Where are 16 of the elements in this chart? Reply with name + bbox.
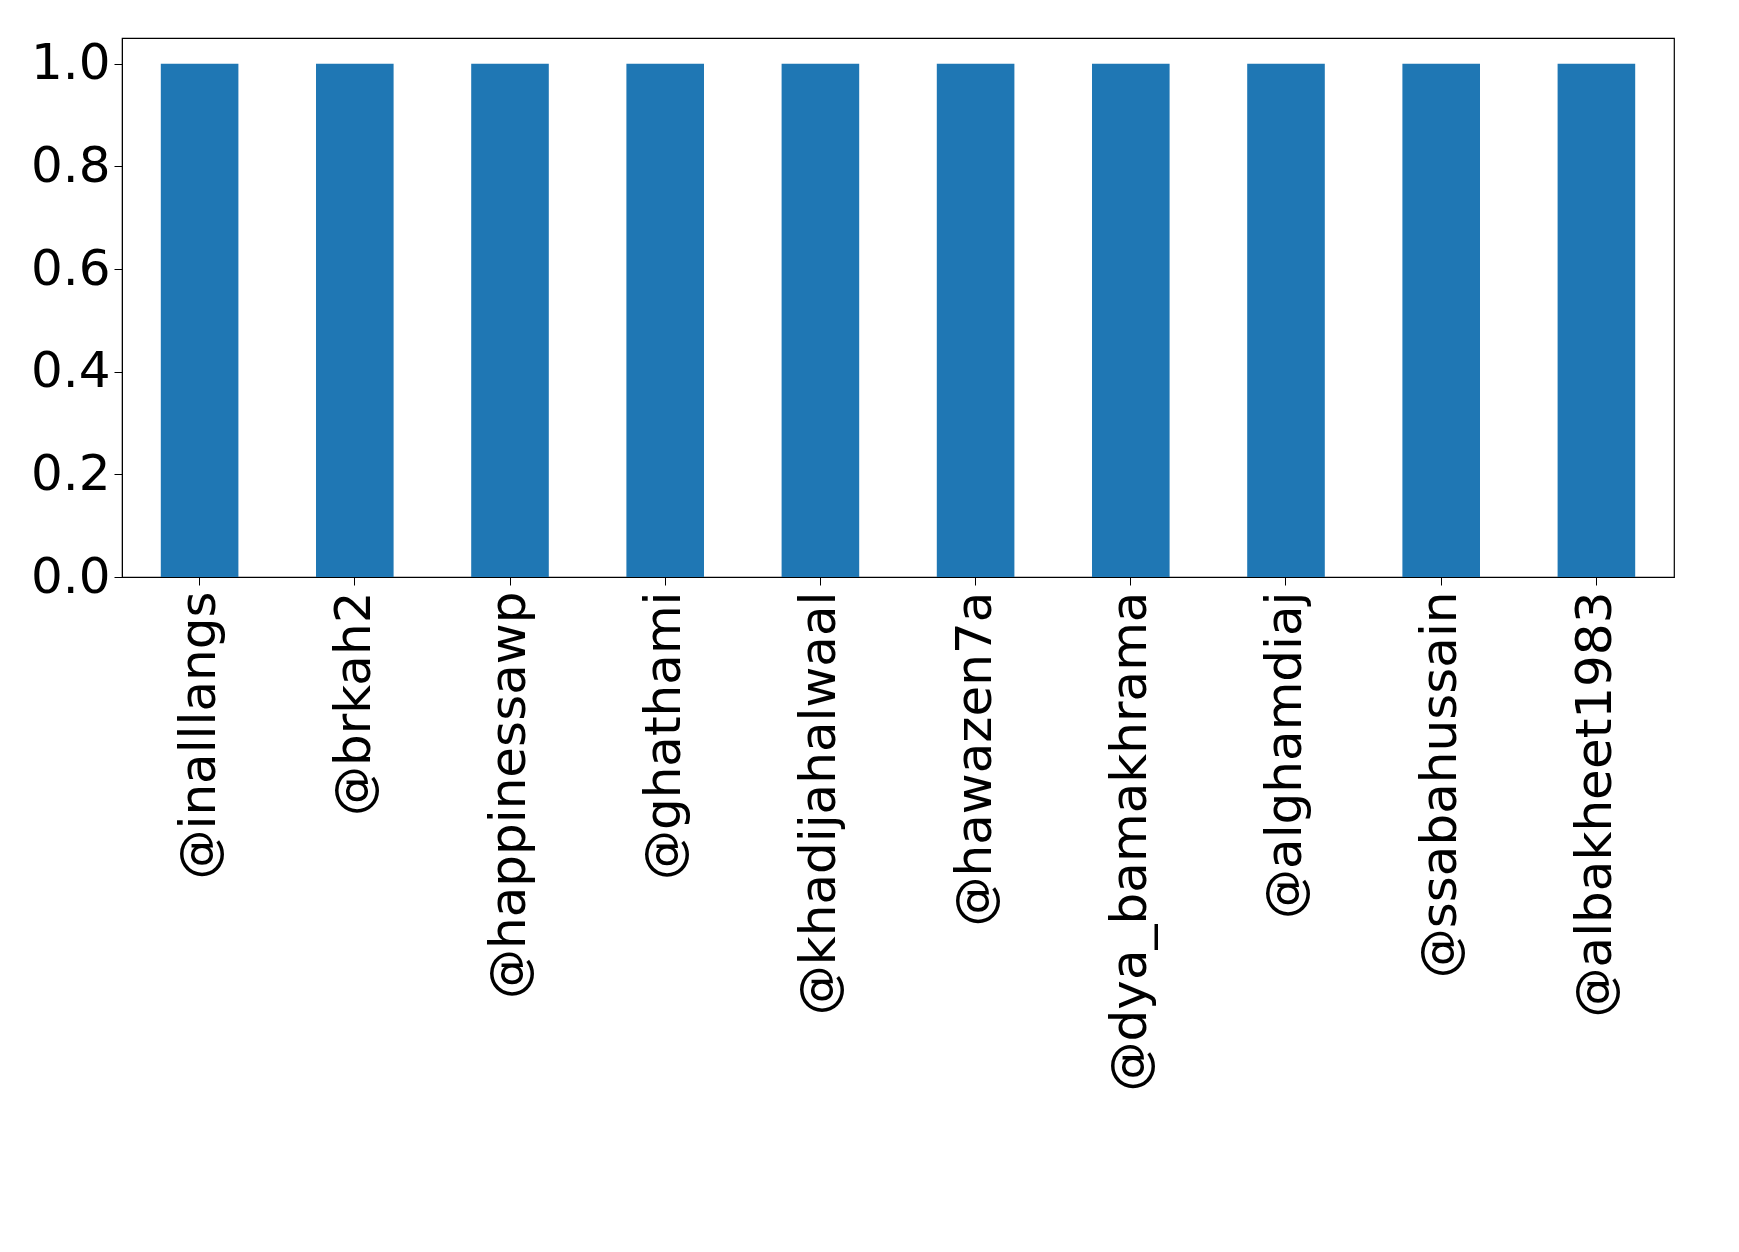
x-tick-label: @brkah2 (323, 591, 382, 817)
y-tick-label: 0.4 (30, 341, 111, 400)
x-tick-label: @khadijahalwaal (789, 591, 848, 1016)
y-tick-label: 1.0 (30, 33, 111, 92)
y-tick-label: 0.6 (30, 238, 111, 297)
x-tick-label: @alghamdiaj (1255, 591, 1313, 919)
x-tick-label: @inalllangs (168, 591, 227, 880)
x-tick-label: @ghathami (634, 591, 693, 881)
y-tick-label: 0.0 (30, 546, 111, 605)
x-tick-label: @ssabahussain (1410, 591, 1469, 979)
x-tick-label: @happinessawp (479, 591, 537, 1000)
y-tick-label: 0.8 (30, 135, 111, 194)
y-tick-label: 0.2 (30, 443, 111, 502)
x-tick-label: @dya_bamakhrama (1099, 591, 1158, 1092)
x-tick-label: @albakheet1983 (1565, 591, 1624, 1018)
x-tick-label: @hawazen7a (944, 591, 1003, 927)
